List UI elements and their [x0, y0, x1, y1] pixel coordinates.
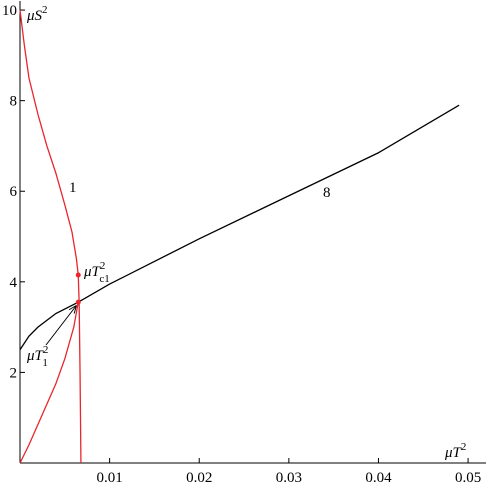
x-tick-label: 0.02: [186, 470, 212, 486]
y-tick-label: 6: [10, 184, 18, 200]
point: [75, 272, 81, 278]
annotation: μT2 c1: [83, 260, 110, 285]
curve-label: 8: [323, 185, 331, 201]
x-tick-label: 0.04: [365, 470, 392, 486]
curve: [19, 104, 460, 351]
annotation-arrow: [45, 306, 76, 346]
annotation: μT2 1: [26, 344, 48, 369]
y-tick-label: 8: [10, 94, 18, 110]
x-tick-label: 0.01: [96, 470, 122, 486]
x-axis-label: μT2: [444, 441, 466, 461]
y-tick-label: 4: [10, 275, 18, 291]
curve: [19, 302, 79, 464]
y-axis-label: μS2: [26, 4, 48, 24]
y-tick-label: 10: [2, 3, 17, 19]
x-tick-label: 0.03: [276, 470, 302, 486]
curve-label: 1: [69, 180, 77, 196]
y-tick-label: 2: [10, 365, 18, 381]
x-tick-label: 0.05: [455, 470, 481, 486]
point: [75, 299, 81, 305]
